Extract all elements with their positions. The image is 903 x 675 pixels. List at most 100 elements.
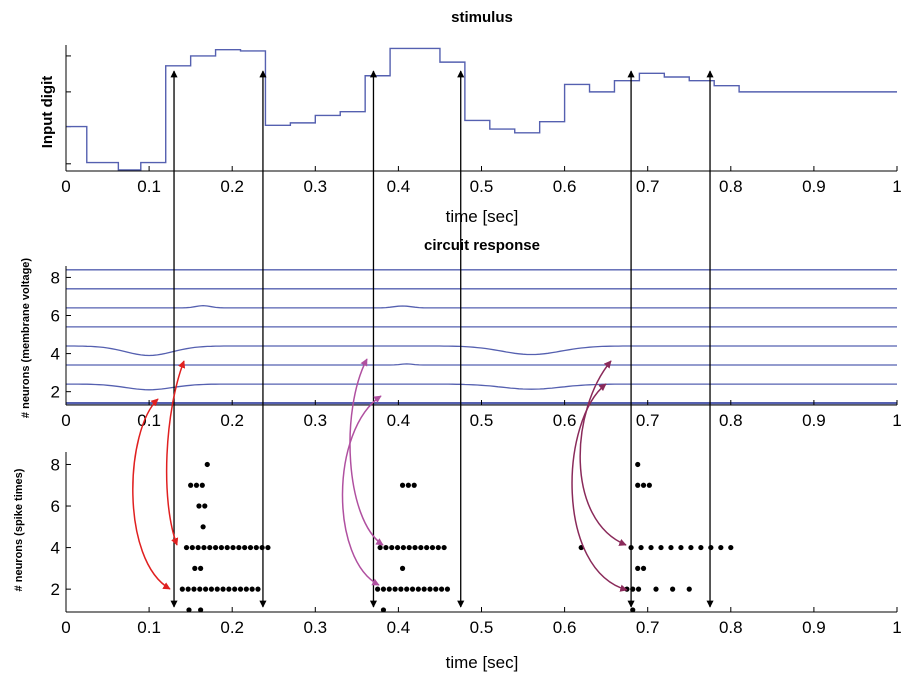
spike-point bbox=[198, 565, 204, 571]
stimulus-xlabel: time [sec] bbox=[446, 207, 519, 226]
spike-point bbox=[192, 565, 198, 571]
spike-point bbox=[439, 586, 445, 592]
spike-point bbox=[208, 586, 215, 592]
spike-point bbox=[708, 544, 714, 551]
x-tick-label: 1 bbox=[892, 618, 901, 637]
spike-point bbox=[214, 586, 220, 592]
spike-point bbox=[678, 544, 684, 551]
spike-point bbox=[444, 586, 451, 592]
x-tick-label: 0.6 bbox=[553, 177, 577, 196]
red-curved-arrow bbox=[165, 360, 186, 546]
spike-point bbox=[242, 544, 248, 551]
plum-curved-arrow bbox=[579, 360, 627, 546]
spike-point bbox=[207, 544, 213, 551]
spike-point bbox=[265, 544, 271, 551]
spike-point bbox=[415, 586, 421, 592]
voltage-trace bbox=[66, 304, 897, 309]
circuit-title: circuit response bbox=[424, 237, 540, 254]
x-tick-label: 0.2 bbox=[220, 618, 244, 637]
spike-point bbox=[392, 586, 398, 592]
spike-point bbox=[688, 544, 694, 551]
spike-point bbox=[412, 544, 418, 551]
spike-point bbox=[380, 586, 387, 592]
spike-point bbox=[441, 544, 447, 551]
voltage-trace bbox=[66, 383, 897, 391]
spike-point bbox=[635, 461, 641, 468]
raster-yticks: 2 4 6 8 bbox=[51, 455, 71, 599]
x-tick-label: 0.8 bbox=[719, 618, 743, 637]
x-tick-label: 0.9 bbox=[802, 618, 826, 637]
y-tick-label: 4 bbox=[51, 539, 60, 558]
spike-point bbox=[253, 544, 259, 551]
spike-point bbox=[668, 544, 674, 551]
spike-point bbox=[635, 482, 641, 488]
spike-point bbox=[399, 565, 406, 571]
spike-point bbox=[399, 482, 406, 488]
x-tick-label: 1 bbox=[892, 411, 901, 430]
spike-point bbox=[375, 586, 381, 592]
spike-point bbox=[193, 482, 200, 488]
spike-point bbox=[400, 544, 406, 551]
x-tick-label: 0.9 bbox=[802, 411, 826, 430]
spike-point bbox=[226, 586, 232, 592]
circuit-xticks: 0 0.1 0.2 0.3 0.4 0.5 0.6 0.7 0.8 0.9 1 bbox=[61, 400, 902, 430]
spike-point bbox=[394, 544, 401, 551]
membrane-voltage-lines bbox=[66, 269, 897, 405]
y-tick-label: 4 bbox=[51, 345, 60, 364]
spike-point bbox=[224, 544, 230, 551]
x-tick-label: 0.9 bbox=[802, 177, 826, 196]
y-tick-label: 8 bbox=[51, 268, 60, 287]
spike-point bbox=[418, 544, 424, 551]
spike-point bbox=[220, 586, 226, 592]
plum-curved-arrow bbox=[571, 383, 628, 592]
pink-curved-arrow bbox=[349, 358, 384, 546]
x-tick-label: 0.7 bbox=[636, 618, 660, 637]
stimulus-ylabel: Input digit bbox=[39, 76, 56, 148]
spike-point bbox=[635, 586, 642, 592]
spike-point bbox=[640, 565, 647, 571]
y-tick-label: 8 bbox=[51, 455, 60, 474]
spike-point bbox=[377, 544, 383, 551]
spike-point bbox=[259, 544, 265, 551]
spike-point bbox=[646, 482, 652, 488]
spike-point bbox=[698, 544, 704, 551]
x-tick-label: 0.3 bbox=[303, 618, 327, 637]
spike-point bbox=[435, 544, 441, 551]
spike-point bbox=[429, 544, 436, 551]
x-tick-label: 1 bbox=[892, 177, 901, 196]
spike-point bbox=[718, 544, 724, 551]
x-tick-label: 0.5 bbox=[470, 411, 494, 430]
spike-point bbox=[198, 607, 204, 613]
x-tick-label: 0.7 bbox=[636, 177, 660, 196]
raster-xticks: 0 0.1 0.2 0.3 0.4 0.5 0.6 0.7 0.8 0.9 1 bbox=[61, 607, 902, 637]
spike-point bbox=[424, 544, 430, 551]
curved-arrows-plum bbox=[571, 360, 628, 592]
x-tick-label: 0 bbox=[61, 177, 70, 196]
voltage-trace bbox=[66, 363, 897, 366]
x-tick-label: 0 bbox=[61, 618, 70, 637]
spike-point bbox=[202, 503, 208, 509]
spike-point bbox=[658, 544, 664, 551]
y-tick-label: 6 bbox=[51, 307, 60, 326]
x-tick-label: 0.8 bbox=[719, 177, 743, 196]
x-tick-label: 0.4 bbox=[387, 411, 411, 430]
x-tick-label: 0.4 bbox=[387, 618, 411, 637]
spike-point bbox=[405, 482, 411, 488]
raster-xlabel: time [sec] bbox=[446, 653, 519, 672]
spike-point bbox=[179, 586, 185, 592]
spike-point bbox=[728, 544, 734, 551]
stimulus-step-line bbox=[66, 47, 897, 171]
curved-arrows-pink bbox=[341, 358, 384, 586]
spike-point bbox=[421, 586, 427, 592]
spike-point bbox=[199, 482, 205, 488]
stimulus-panel: stimulus Input digit 0 0.1 0.2 0.3 0.4 0.5 0.6… bbox=[39, 9, 902, 226]
spike-point bbox=[640, 482, 647, 488]
stimulus-xticks: 0 0.1 0.2 0.3 0.4 0.5 0.6 0.7 0.8 0.9 1 bbox=[61, 166, 902, 196]
spike-point bbox=[185, 586, 191, 592]
x-tick-label: 0.4 bbox=[387, 177, 411, 196]
circuit-response-panel: circuit response # neurons (membrane vol… bbox=[20, 237, 902, 430]
x-tick-label: 0 bbox=[61, 411, 70, 430]
spike-point bbox=[648, 544, 654, 551]
x-tick-label: 0.2 bbox=[220, 411, 244, 430]
